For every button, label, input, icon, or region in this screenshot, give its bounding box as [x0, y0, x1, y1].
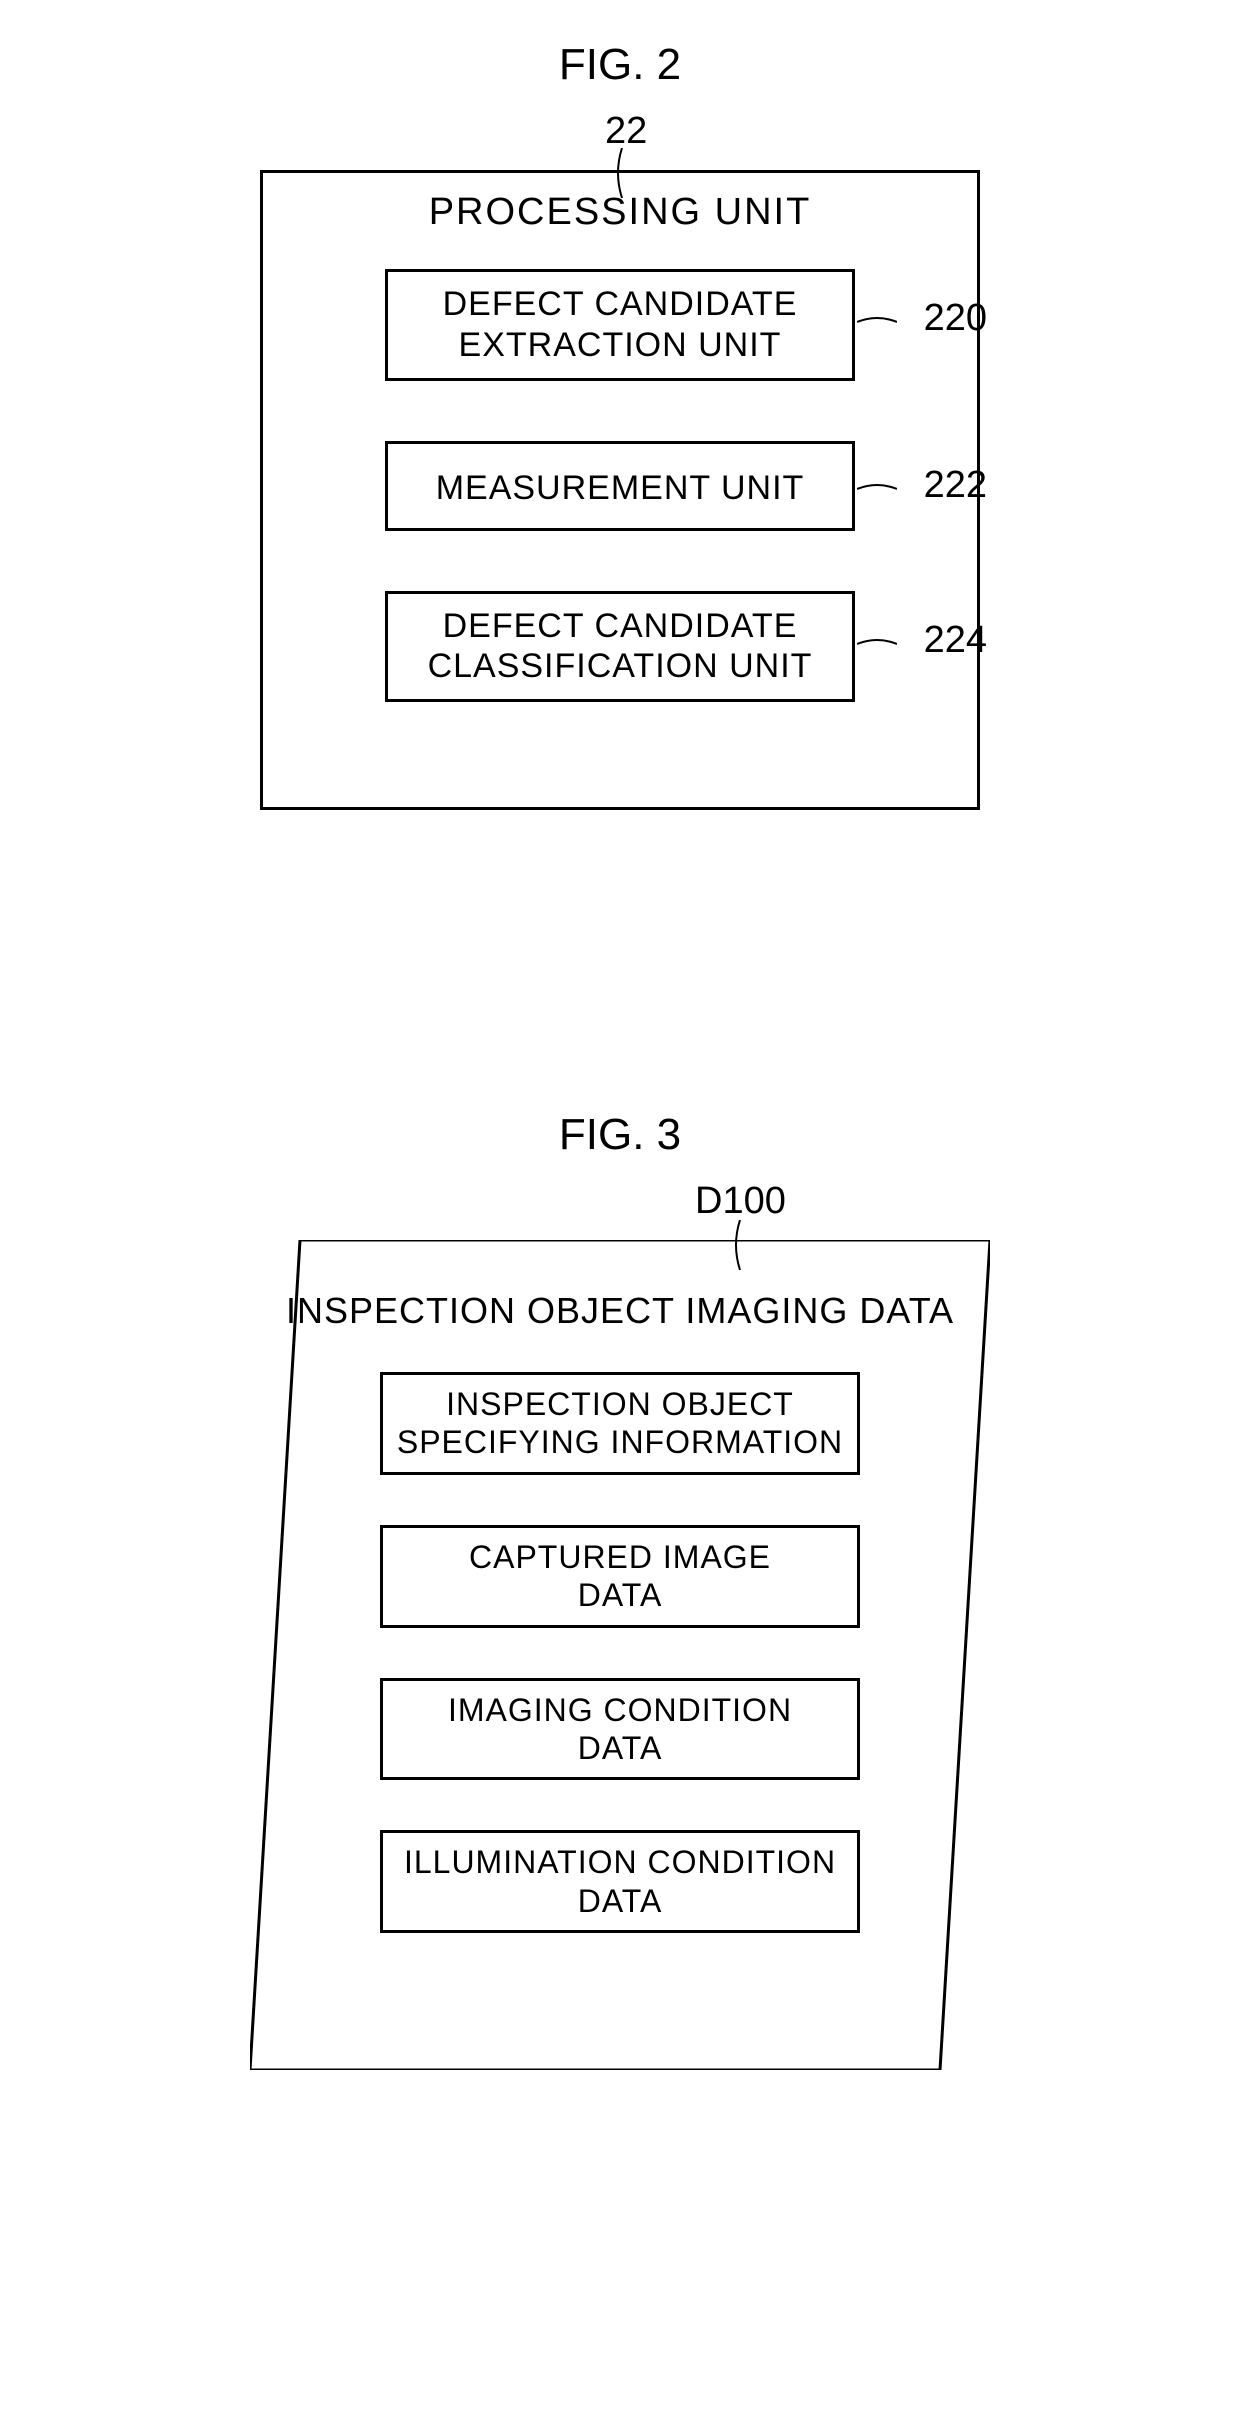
- fig2-ref-label: 22: [605, 110, 647, 153]
- processing-unit-box: PROCESSING UNIT DEFECT CANDIDATEEXTRACTI…: [260, 170, 980, 810]
- inspection-object-specifying-label: INSPECTION OBJECTSPECIFYING INFORMATION: [393, 1385, 847, 1462]
- defect-candidate-classification-box: DEFECT CANDIDATECLASSIFICATION UNIT 224: [385, 591, 855, 703]
- measurement-unit-box: MEASUREMENT UNIT 222: [385, 441, 855, 531]
- ref-220-label: 220: [924, 297, 987, 340]
- figure-2-title: FIG. 2: [0, 40, 1240, 90]
- illumination-condition-data-box: ILLUMINATION CONDITIONDATA: [380, 1830, 860, 1933]
- inspection-object-specifying-box: INSPECTION OBJECTSPECIFYING INFORMATION: [380, 1372, 860, 1475]
- inspection-object-imaging-data-title: INSPECTION OBJECT IMAGING DATA: [250, 1290, 990, 1332]
- captured-image-data-label: CAPTURED IMAGEDATA: [393, 1538, 847, 1615]
- imaging-condition-data-label: IMAGING CONDITIONDATA: [393, 1691, 847, 1768]
- ref-222-label: 222: [924, 464, 987, 507]
- measurement-unit-label: MEASUREMENT UNIT: [398, 468, 842, 509]
- figure-2-container: FIG. 2 22 PROCESSING UNIT DEFECT CANDIDA…: [0, 40, 1240, 810]
- processing-unit-title: PROCESSING UNIT: [263, 191, 977, 234]
- defect-candidate-extraction-label: DEFECT CANDIDATEEXTRACTION UNIT: [398, 284, 842, 366]
- ref-connector-icon: [857, 312, 897, 332]
- figure-3-container: FIG. 3 D100 INSPECTION OBJECT IMAGING DA…: [0, 1110, 1240, 2070]
- figure-3-title: FIG. 3: [0, 1110, 1240, 1160]
- ref-connector-icon: [857, 634, 897, 654]
- fig3-ref-label: D100: [695, 1180, 786, 1223]
- inspection-object-imaging-data-box: INSPECTION OBJECT IMAGING DATA INSPECTIO…: [250, 1240, 990, 2070]
- captured-image-data-box: CAPTURED IMAGEDATA: [380, 1525, 860, 1628]
- defect-candidate-extraction-box: DEFECT CANDIDATEEXTRACTION UNIT 220: [385, 269, 855, 381]
- imaging-condition-data-box: IMAGING CONDITIONDATA: [380, 1678, 860, 1781]
- ref-connector-icon: [857, 479, 897, 499]
- defect-candidate-classification-label: DEFECT CANDIDATECLASSIFICATION UNIT: [398, 606, 842, 688]
- illumination-condition-data-label: ILLUMINATION CONDITIONDATA: [393, 1843, 847, 1920]
- ref-224-label: 224: [924, 619, 987, 662]
